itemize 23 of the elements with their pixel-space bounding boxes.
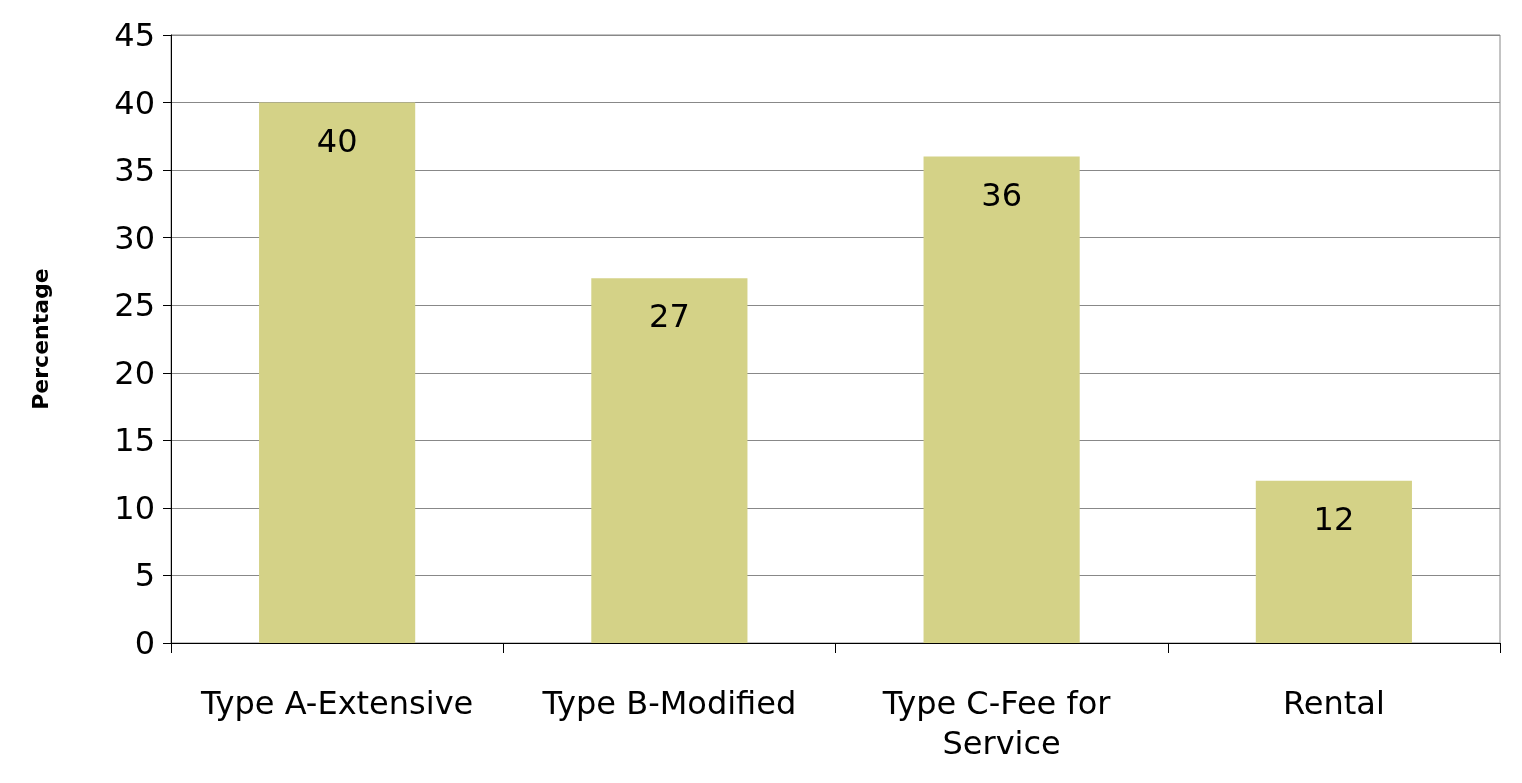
- data-label: 12: [1313, 499, 1355, 538]
- x-tick-label: Type C-Fee for Service: [881, 684, 1121, 762]
- y-tick-label: 15: [114, 421, 155, 460]
- data-label: 40: [316, 121, 358, 160]
- y-tick-label: 5: [134, 556, 155, 595]
- y-tick-label: 35: [114, 151, 155, 190]
- y-axis-title: Percentage: [27, 268, 53, 410]
- bar: [259, 102, 416, 643]
- y-tick-label: 45: [114, 16, 155, 54]
- y-tick-label: 40: [114, 83, 155, 122]
- y-tick-label: 25: [114, 286, 155, 325]
- y-tick-label: 30: [114, 218, 155, 257]
- bar: [923, 156, 1080, 643]
- x-tick-label: Rental: [1282, 684, 1385, 722]
- data-label: 36: [981, 175, 1022, 214]
- bar: [1255, 480, 1412, 643]
- x-tick-label: Type B-Modified: [541, 684, 797, 722]
- x-tick-label: Type A-Extensive: [199, 684, 474, 722]
- y-tick-label: 0: [134, 624, 155, 662]
- y-tick-label: 10: [114, 488, 155, 527]
- bar: [591, 278, 748, 643]
- y-tick-label: 20: [114, 353, 155, 392]
- data-label: 27: [649, 297, 690, 336]
